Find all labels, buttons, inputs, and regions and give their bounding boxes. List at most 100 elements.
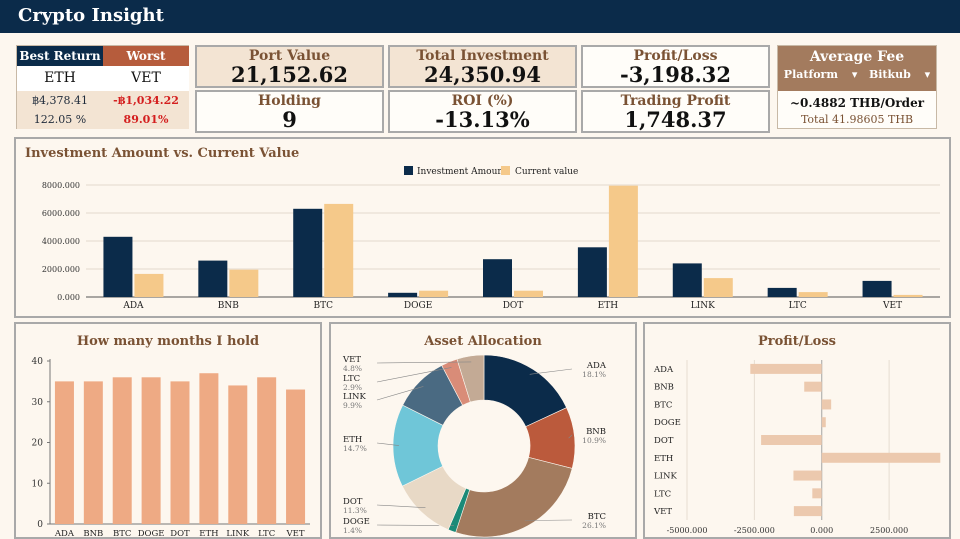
- x-tick-label: LTC: [258, 529, 275, 539]
- profit-loss-panel: Profit/Loss -5000.000 -2500.000 0.000 2500.…: [643, 322, 951, 539]
- slice-label: ADA: [586, 361, 607, 371]
- leader-line: [524, 519, 573, 521]
- slice-label: BNB: [586, 427, 606, 437]
- worst-return-header: Worst Return: [103, 46, 189, 83]
- best-worst-card: Best Return ETH ฿4,378.41 122.05 % Worst…: [16, 45, 189, 129]
- bar-link-investment: [672, 263, 702, 297]
- fee-per-order: ~0.4882 THB/Order: [789, 96, 925, 110]
- trading-profit-card: Trading Profit 1,748.37: [581, 90, 770, 133]
- slice-percent: 10.9%: [582, 436, 606, 445]
- y-tick-label: 4000.000: [42, 237, 80, 246]
- bar-doge: [821, 417, 826, 428]
- slice-label: LTC: [343, 374, 360, 384]
- bar-btc: [821, 399, 832, 410]
- y-tick-label: LINK: [654, 472, 677, 482]
- platform-dropdown-label: Platform: [783, 68, 838, 81]
- x-tick-label: -2500.000: [734, 526, 775, 535]
- legend-label-current: Current value: [515, 167, 578, 177]
- x-tick-label: VET: [286, 529, 305, 539]
- roi-label: ROI (%): [451, 93, 514, 109]
- x-tick-label: LINK: [691, 301, 715, 311]
- profit-loss-chart-title: Profit/Loss: [758, 334, 836, 349]
- roi-card: ROI (%) -13.13%: [388, 90, 577, 133]
- fee-total: Total 41.98605 THB: [800, 113, 914, 126]
- slice-percent: 4.8%: [343, 364, 362, 373]
- bar-doge-investment: [388, 292, 418, 297]
- bar-ada-investment: [103, 236, 133, 297]
- leader-line: [568, 434, 573, 439]
- worst-return-value: -฿1,034.22: [103, 91, 189, 110]
- y-tick-label: ETH: [654, 454, 673, 464]
- bar-eth-current: [608, 185, 638, 297]
- x-tick-label: BNB: [83, 529, 103, 539]
- bar-ltc: [257, 377, 277, 524]
- slice-percent: 2.9%: [343, 383, 362, 392]
- x-tick-label: ETH: [598, 301, 619, 311]
- bar-dot-investment: [483, 259, 512, 297]
- exchange-dropdown-label: Bitkub: [868, 68, 911, 81]
- profit-loss-value: -3,198.32: [619, 62, 731, 87]
- slice-label: DOT: [343, 497, 363, 507]
- x-tick-label: DOGE: [138, 529, 165, 539]
- x-tick-label: LINK: [226, 529, 249, 539]
- bar-vet-current: [893, 294, 923, 297]
- investment-chart-title: Investment Amount vs. Current Value: [25, 146, 300, 161]
- leader-line: [376, 386, 424, 401]
- bar-bnb: [804, 381, 822, 392]
- y-tick-label: 10: [32, 479, 44, 489]
- y-tick-label: VET: [653, 507, 672, 517]
- bar-link: [793, 470, 822, 481]
- x-tick-label: DOT: [503, 301, 524, 311]
- app-header: Crypto Insight: [0, 0, 960, 33]
- port-value-card: Port Value 21,152.62: [195, 45, 384, 88]
- x-tick-label: DOT: [170, 529, 190, 539]
- y-tick-label: 20: [32, 439, 44, 449]
- investment-vs-current-panel: Investment Amount vs. Current Value 0.00…: [14, 137, 951, 318]
- bar-ada-current: [134, 273, 164, 297]
- profit-loss-card: Profit/Loss -3,198.32: [581, 45, 770, 88]
- y-tick-label: 8000.000: [42, 181, 80, 190]
- average-fee-title: Average Fee: [809, 49, 905, 65]
- y-tick-label: 6000.000: [42, 209, 80, 218]
- bar-ltc-current: [798, 292, 828, 297]
- x-tick-label: 2500.000: [870, 526, 908, 535]
- asset-allocation-panel: Asset Allocation ADA 18.1% BNB 10.9% BTC 26.1…: [329, 322, 637, 539]
- worst-return-percent: 89.01%: [103, 110, 189, 129]
- slice-label: BTC: [588, 512, 606, 522]
- leader-line: [376, 361, 472, 364]
- trading-profit-label: Trading Profit: [620, 93, 731, 109]
- trading-profit-value: 1,748.37: [624, 107, 727, 132]
- months-hold-panel: How many months I hold 0 10 20 30 40 ADA BNB BT…: [14, 322, 322, 539]
- allocation-chart-title: Asset Allocation: [424, 334, 542, 349]
- bar-btc-current: [324, 203, 354, 297]
- profit-loss-label: Profit/Loss: [633, 48, 718, 64]
- slice-percent: 9.9%: [343, 401, 362, 410]
- holding-value: 9: [282, 107, 297, 132]
- slice-percent: 11.3%: [343, 506, 367, 515]
- average-fee-header: Average Fee Platform ▾ Bitkub ▾: [778, 46, 936, 91]
- bar-btc-investment: [293, 208, 323, 297]
- profit-loss-chart: -5000.000 -2500.000 0.000 2500.000 ADA BNB BTC…: [653, 360, 941, 535]
- slice-vet: [456, 354, 485, 403]
- platform-dropdown[interactable]: Platform ▾: [784, 68, 858, 81]
- leader-line: [376, 367, 452, 383]
- app-title: Crypto Insight: [18, 5, 164, 26]
- bar-bnb: [83, 381, 103, 524]
- legend-label-investment: Investment Amount: [417, 167, 507, 177]
- slice-label: ETH: [343, 435, 362, 445]
- total-investment-card: Total Investment 24,350.94: [388, 45, 577, 88]
- x-tick-label: BTC: [113, 529, 131, 539]
- exchange-dropdown[interactable]: Bitkub ▾: [869, 68, 930, 81]
- bar-ada: [54, 381, 74, 524]
- investment-vs-current-chart: 0.000 2000.000 4000.000 6000.000 8000.000 ADA…: [42, 166, 940, 311]
- slice-label: LINK: [343, 392, 366, 402]
- port-value-value: 21,152.62: [231, 62, 348, 87]
- total-investment-value: 24,350.94: [424, 62, 541, 87]
- y-tick-label: BTC: [654, 400, 672, 410]
- bar-ltc: [812, 488, 822, 499]
- worst-return-coin: VET: [103, 66, 189, 91]
- slice-percent: 18.1%: [582, 370, 606, 379]
- chevron-down-icon: ▾: [851, 68, 858, 81]
- best-return-value: ฿4,378.41: [17, 91, 103, 110]
